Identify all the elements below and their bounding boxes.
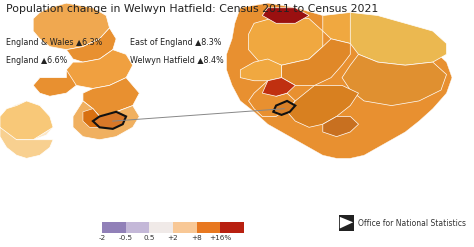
Polygon shape (287, 85, 358, 127)
Polygon shape (248, 16, 323, 65)
Polygon shape (262, 8, 309, 23)
Polygon shape (0, 101, 53, 140)
Polygon shape (350, 12, 447, 65)
Polygon shape (33, 3, 109, 50)
Text: East of England ▲8.3%: East of England ▲8.3% (130, 38, 222, 47)
Polygon shape (282, 39, 350, 85)
Polygon shape (240, 59, 282, 81)
Text: +8: +8 (191, 235, 202, 241)
Polygon shape (0, 127, 53, 158)
Text: +16%: +16% (210, 235, 231, 241)
Polygon shape (66, 50, 133, 88)
Polygon shape (273, 101, 295, 115)
Polygon shape (7, 101, 53, 140)
Polygon shape (227, 3, 452, 158)
Text: England ▲6.6%: England ▲6.6% (6, 56, 67, 64)
Polygon shape (93, 112, 126, 129)
Polygon shape (323, 12, 392, 43)
Polygon shape (323, 116, 358, 137)
Polygon shape (33, 70, 76, 96)
Polygon shape (83, 109, 106, 127)
Text: 0.5: 0.5 (144, 235, 155, 241)
Polygon shape (83, 78, 139, 116)
Text: -2: -2 (98, 235, 106, 241)
Text: Office for National Statistics: Office for National Statistics (358, 219, 466, 228)
Polygon shape (262, 78, 295, 96)
Text: England & Wales ▲6.3%: England & Wales ▲6.3% (6, 38, 102, 47)
Text: -0.5: -0.5 (118, 235, 133, 241)
Text: Population change in Welwyn Hatfield: Census 2011 to Census 2021: Population change in Welwyn Hatfield: Ce… (6, 4, 378, 14)
Text: Welwyn Hatfield ▲8.4%: Welwyn Hatfield ▲8.4% (130, 56, 224, 64)
Text: +2: +2 (168, 235, 178, 241)
Polygon shape (66, 28, 116, 62)
Polygon shape (248, 81, 295, 116)
Polygon shape (342, 54, 447, 105)
Polygon shape (73, 101, 139, 140)
